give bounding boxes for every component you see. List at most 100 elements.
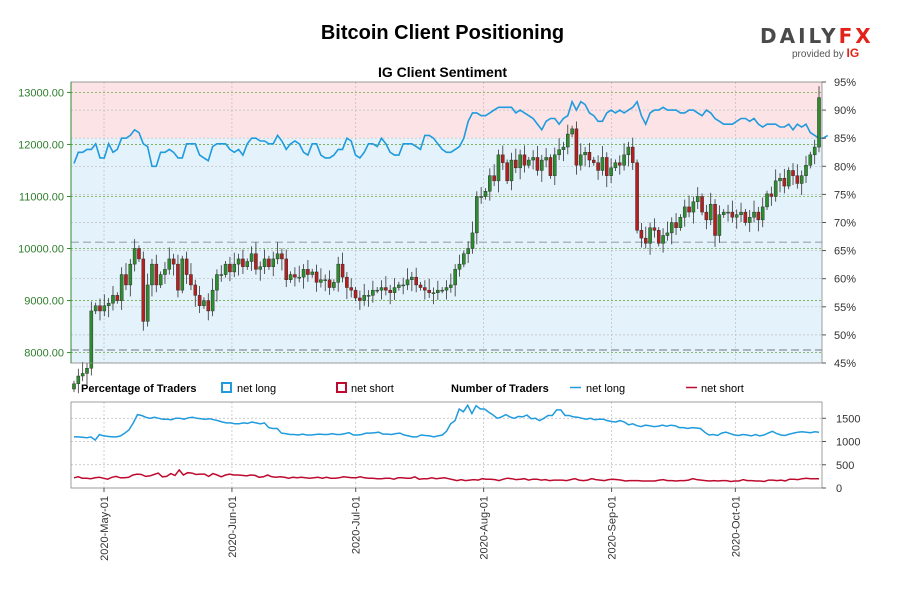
candle-body <box>760 206 765 221</box>
candle-body <box>436 289 440 293</box>
candle-body <box>605 157 609 176</box>
candle-body <box>544 157 548 161</box>
candle-body <box>795 175 800 184</box>
candle-body <box>128 263 133 286</box>
candle-body <box>284 258 288 280</box>
candle-body <box>297 276 301 279</box>
candle-body <box>106 302 111 306</box>
candle-body <box>431 292 436 294</box>
candle-body <box>336 263 340 283</box>
candle-body <box>691 201 696 213</box>
traders-net-short-line <box>73 468 819 483</box>
legend-pct-long-label: net long <box>237 383 276 395</box>
candle-body <box>804 165 808 176</box>
candle-body <box>392 287 397 293</box>
candle-body <box>734 214 739 218</box>
candle-body <box>799 175 804 184</box>
candle-body <box>375 289 379 292</box>
date-tick-label: 2020-Aug-01 <box>479 496 491 560</box>
candle-body <box>267 258 271 267</box>
candle-body <box>505 162 509 182</box>
pct-tick-label: 45% <box>834 358 856 370</box>
candle-body <box>752 211 756 218</box>
candle-body <box>743 211 748 223</box>
candle-body <box>184 258 189 275</box>
candle-body <box>592 159 596 163</box>
candle-body <box>414 276 418 286</box>
candle-body <box>574 128 579 166</box>
price-tick-label: 11000.00 <box>19 191 64 203</box>
candle-body <box>626 146 631 156</box>
pct-tick-label: 85% <box>834 133 856 145</box>
candle-body <box>397 284 401 288</box>
candle-body <box>111 295 115 304</box>
candle-body <box>695 196 700 202</box>
candle-body <box>314 271 319 283</box>
candle-body <box>726 211 730 214</box>
candle-body <box>583 152 587 156</box>
date-tick-label: 2020-Jul-01 <box>351 496 363 554</box>
candle-body <box>362 295 366 301</box>
candle-body <box>202 300 206 306</box>
candle-body <box>639 230 644 239</box>
legend-pct-short-swatch <box>336 382 347 393</box>
candle-body <box>600 157 605 171</box>
candle-body <box>249 253 254 262</box>
candle-body <box>648 227 652 244</box>
candle-body <box>579 154 583 166</box>
candle-body <box>384 287 388 291</box>
candle-body <box>488 175 492 192</box>
candle-body <box>721 211 726 215</box>
traders-net-long-line <box>74 403 820 442</box>
candle-body <box>817 97 821 148</box>
candle-body <box>466 248 470 254</box>
date-tick-label: 2020-Sep-01 <box>607 496 619 560</box>
candle-body <box>371 289 375 296</box>
pct-tick-label: 70% <box>834 218 856 230</box>
candle-body <box>669 222 674 234</box>
candle-body <box>423 287 427 291</box>
candle-body <box>561 146 566 150</box>
price-tick-label: 12000.00 <box>18 139 64 151</box>
candle-body <box>548 157 553 176</box>
candle-body <box>85 368 89 374</box>
candle-body <box>189 274 193 286</box>
candle-body <box>652 227 657 231</box>
pct-tick-label: 60% <box>834 274 856 286</box>
date-tick-label: 2020-May-01 <box>99 496 111 561</box>
candle-body <box>483 191 488 197</box>
candle-body <box>708 204 713 221</box>
candle-body <box>682 206 687 218</box>
candle-body <box>167 258 172 270</box>
candle-body <box>141 258 146 322</box>
candle-body <box>427 289 431 293</box>
candle-body <box>553 154 557 176</box>
candle-body <box>609 167 613 176</box>
candle-body <box>769 193 774 197</box>
candle-body <box>778 178 782 182</box>
candle-body <box>713 204 717 236</box>
pct-tick-label: 80% <box>834 161 856 173</box>
candle-body <box>462 253 466 265</box>
candle-body <box>258 266 263 270</box>
legend-num-long-label: net long <box>586 383 625 395</box>
candle-body <box>665 232 670 236</box>
candle-body <box>570 128 574 135</box>
pct-tick-label: 55% <box>834 302 856 314</box>
candle-body <box>613 162 618 169</box>
candle-body <box>418 284 423 288</box>
candle-body <box>150 263 154 286</box>
candle-body <box>449 284 453 288</box>
candle-body <box>388 289 392 293</box>
candle-body <box>306 269 310 275</box>
candle-body <box>154 263 159 286</box>
brand-sub-text: provided by <box>792 49 844 60</box>
candle-body <box>444 287 449 291</box>
candle-body <box>280 253 284 260</box>
brand-name-a: DAILY <box>760 24 839 48</box>
candle-body <box>223 263 228 275</box>
candle-body <box>176 263 180 291</box>
candle-body <box>293 274 297 278</box>
candle-body <box>72 383 76 390</box>
candle-body <box>327 279 332 288</box>
